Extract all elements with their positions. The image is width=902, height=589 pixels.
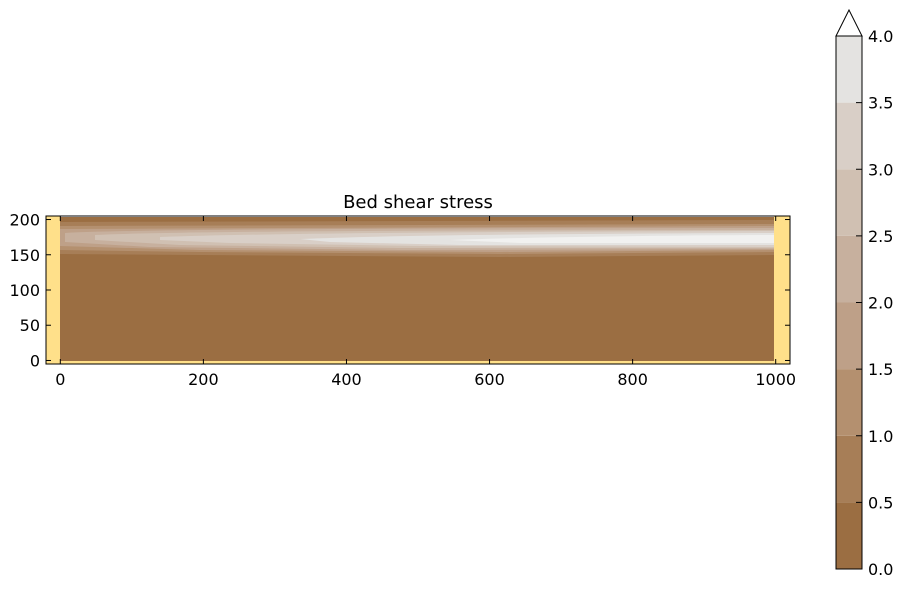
colorbar-tick-label: 3.5 (868, 94, 893, 113)
colorbar-band (836, 303, 862, 370)
colorbar-band (836, 369, 862, 436)
y-tick-label: 150 (9, 246, 40, 265)
x-tick-label: 600 (474, 370, 505, 389)
colorbar-band (836, 436, 862, 503)
x-tick-label: 1000 (755, 370, 796, 389)
colorbar-tick-label: 2.0 (868, 294, 893, 313)
colorbar-tick-label: 1.0 (868, 427, 893, 446)
main-axes: Bed shear stress 0 200 400 600 800 1000 0 50 10… (9, 192, 796, 389)
colorbar-tick-label: 0.0 (868, 560, 893, 579)
colorbar-extend-triangle (836, 10, 862, 36)
colorbar-tick-label: 4.0 (868, 27, 893, 46)
colorbar-band (836, 169, 862, 236)
field-layer (46, 216, 790, 364)
x-tick-label: 0 (55, 370, 65, 389)
x-tick-label: 400 (331, 370, 362, 389)
y-tick-label: 100 (9, 281, 40, 300)
colorbar-tick-label: 3.0 (868, 160, 893, 179)
y-tick-label: 0 (30, 351, 40, 370)
colorbar-band (836, 103, 862, 170)
colorbar-band (836, 236, 862, 303)
y-tick-label: 200 (9, 211, 40, 230)
colorbar-tick-label: 1.5 (868, 360, 893, 379)
x-tick-label: 800 (617, 370, 648, 389)
x-tick-label: 200 (188, 370, 219, 389)
chart-title: Bed shear stress (343, 192, 493, 213)
colorbar-tick-label: 2.5 (868, 227, 893, 246)
y-tick-label: 50 (20, 316, 40, 335)
colorbar-band (836, 502, 862, 569)
colorbar-band (836, 36, 862, 103)
colorbar: 0.0 0.5 1.0 1.5 2.0 2.5 3.0 3.5 4.0 (836, 10, 893, 579)
colorbar-tick-label: 0.5 (868, 493, 893, 512)
